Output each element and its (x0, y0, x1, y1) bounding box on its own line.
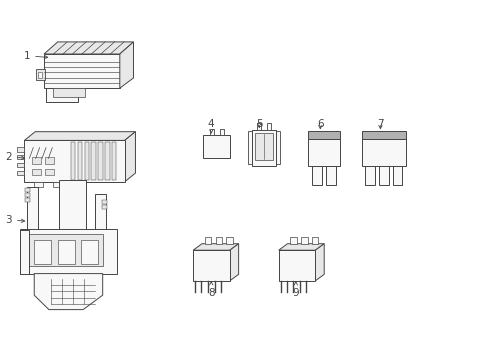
Bar (45, 169, 54, 175)
Bar (95, 194, 106, 230)
Bar (38, 72, 41, 78)
Text: 6: 6 (316, 119, 323, 129)
Text: 3: 3 (5, 215, 24, 225)
Bar (34, 182, 43, 187)
Bar (307, 131, 339, 139)
Bar (278, 250, 315, 281)
Bar (361, 139, 405, 166)
Bar (326, 166, 336, 185)
Bar (112, 142, 116, 180)
Bar (20, 229, 117, 274)
Polygon shape (44, 42, 133, 54)
Bar (17, 163, 24, 167)
Bar (53, 182, 61, 187)
Bar (247, 131, 251, 164)
Bar (378, 166, 388, 185)
Bar (36, 69, 45, 80)
Bar (84, 142, 89, 180)
Text: 8: 8 (207, 282, 214, 298)
Bar (78, 142, 82, 180)
Text: 9: 9 (292, 282, 299, 298)
Bar (392, 166, 402, 185)
Polygon shape (120, 42, 133, 88)
Bar (311, 166, 321, 185)
Bar (361, 131, 405, 139)
Bar (32, 169, 41, 175)
Bar (25, 188, 30, 192)
Bar (59, 180, 85, 238)
Polygon shape (278, 244, 324, 250)
Polygon shape (193, 244, 238, 250)
Bar (46, 88, 78, 102)
Bar (24, 140, 124, 182)
Bar (98, 142, 102, 180)
Text: 2: 2 (5, 152, 24, 162)
Bar (32, 157, 41, 164)
Bar (365, 166, 374, 185)
Text: 4: 4 (207, 119, 214, 133)
Bar (17, 171, 24, 175)
Bar (34, 240, 51, 264)
Polygon shape (20, 230, 29, 274)
Polygon shape (229, 244, 238, 281)
Bar (209, 129, 213, 135)
Bar (251, 130, 276, 166)
Text: 7: 7 (376, 119, 383, 129)
Bar (17, 147, 24, 152)
Bar (102, 205, 106, 209)
Bar (27, 187, 38, 230)
Text: 1: 1 (23, 51, 47, 61)
Bar (219, 129, 223, 135)
Bar (71, 142, 75, 180)
Bar (215, 237, 222, 244)
Bar (203, 135, 229, 158)
Polygon shape (315, 244, 324, 281)
Text: 5: 5 (255, 119, 262, 129)
Bar (29, 234, 102, 266)
Bar (254, 133, 273, 160)
Bar (44, 54, 120, 88)
Bar (301, 237, 307, 244)
Bar (17, 155, 24, 159)
Bar (91, 142, 96, 180)
Bar (307, 139, 339, 166)
Bar (257, 123, 261, 130)
Bar (311, 237, 318, 244)
Bar (226, 237, 232, 244)
Bar (276, 131, 280, 164)
Bar (25, 198, 30, 202)
Bar (25, 193, 30, 197)
Bar (45, 157, 54, 164)
Bar (193, 250, 229, 281)
Bar (105, 142, 109, 180)
Bar (290, 237, 296, 244)
Bar (81, 240, 98, 264)
Polygon shape (124, 132, 135, 182)
Polygon shape (34, 274, 102, 310)
Bar (102, 200, 106, 204)
Bar (266, 123, 270, 130)
Bar (58, 240, 75, 264)
Polygon shape (24, 132, 135, 140)
Bar (204, 237, 211, 244)
Bar (53, 88, 85, 97)
